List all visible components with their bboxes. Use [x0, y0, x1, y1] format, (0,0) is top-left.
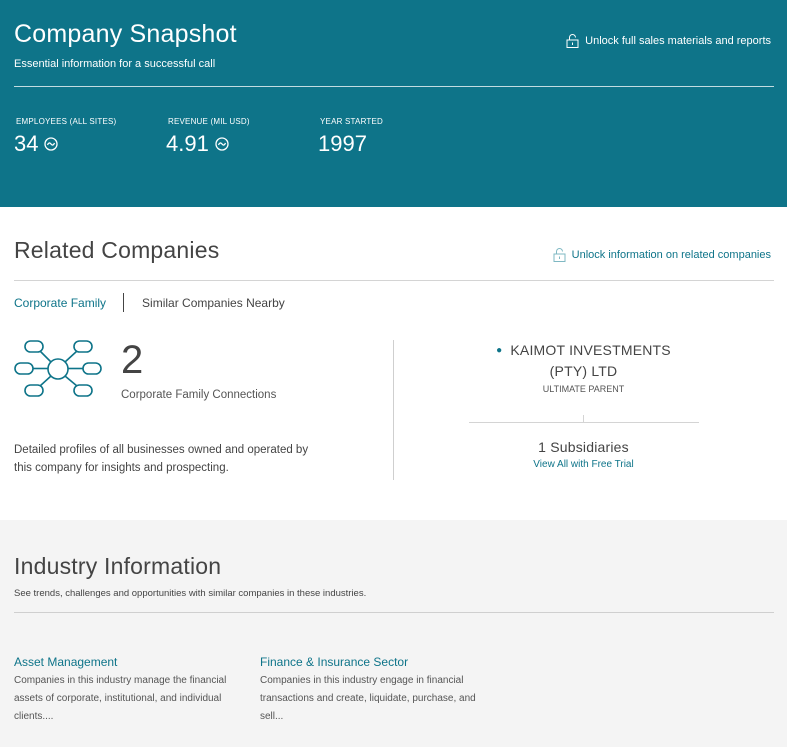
related-title: Related Companies: [14, 237, 220, 263]
stat-year-started: YEAR STARTED 1997: [318, 117, 470, 157]
tree-connector: [468, 402, 699, 424]
family-connection-label: Corporate Family Connections: [121, 389, 277, 401]
parent-company-name[interactable]: ● KAIMOT INVESTMENTS (PTY) LTD: [496, 342, 671, 380]
stat-label: EMPLOYEES (ALL SITES): [16, 117, 117, 126]
industry-information: Industry Information See trends, challen…: [0, 520, 787, 747]
stat-value: 34: [14, 131, 39, 156]
lock-icon: [566, 34, 579, 48]
industry-link-asset-management[interactable]: Asset Management: [14, 655, 118, 669]
family-tree: ● KAIMOT INVESTMENTS (PTY) LTD ULTIMATE P…: [394, 340, 773, 480]
snapshot-subtitle: Essential information for a successful c…: [14, 58, 216, 70]
related-tabs: Corporate Family Similar Companies Nearb…: [14, 293, 773, 312]
lock-icon: [553, 248, 566, 262]
family-connection-count: 2: [121, 338, 144, 382]
industry-description: Companies in this industry engage in fin…: [260, 675, 476, 722]
stat-value: 1997: [318, 131, 367, 156]
industry-divider: [14, 612, 774, 613]
industry-title: Industry Information: [14, 553, 222, 579]
family-description: Detailed profiles of all businesses owne…: [14, 444, 309, 474]
stat-label: YEAR STARTED: [320, 117, 384, 126]
stat-label: REVENUE (MIL USD): [168, 117, 250, 126]
industry-cards: Asset Management Companies in this indus…: [14, 655, 773, 726]
snapshot-stats: EMPLOYEES (ALL SITES) 34 REVENUE (MIL US…: [14, 117, 773, 157]
stat-value: 4.91: [166, 131, 209, 156]
parent-role: ULTIMATE PARENT: [542, 384, 625, 395]
related-companies: Related Companies Unlock information on …: [0, 207, 787, 520]
industry-link-finance-insurance[interactable]: Finance & Insurance Sector: [260, 655, 409, 669]
unlock-related-companies-link[interactable]: Unlock information on related companies: [553, 247, 771, 262]
bullet-icon: ●: [496, 345, 503, 357]
network-icon: [14, 340, 102, 397]
unlock-sales-materials-link[interactable]: Unlock full sales materials and reports: [566, 33, 771, 48]
snapshot-title: Company Snapshot: [14, 20, 237, 48]
stat-revenue: REVENUE (MIL USD) 4.91: [166, 117, 318, 157]
tab-similar-companies-nearby[interactable]: Similar Companies Nearby: [142, 295, 285, 310]
industry-description: Companies in this industry manage the fi…: [14, 675, 227, 722]
tab-separator: [123, 293, 125, 312]
family-summary: 2 Corporate Family Connections Detailed …: [14, 338, 394, 480]
unlock-related-label: Unlock information on related companies: [571, 248, 771, 261]
corporate-family-panel: 2 Corporate Family Connections Detailed …: [14, 338, 773, 480]
related-divider: [14, 280, 774, 281]
unlock-sales-label: Unlock full sales materials and reports: [585, 34, 771, 47]
view-all-free-trial-link[interactable]: View All with Free Trial: [533, 459, 634, 471]
trend-icon[interactable]: [44, 137, 59, 151]
company-snapshot: Company Snapshot Essential information f…: [0, 0, 787, 207]
stat-employees: EMPLOYEES (ALL SITES) 34: [14, 117, 166, 157]
snapshot-divider: [14, 86, 774, 87]
trend-icon[interactable]: [215, 137, 229, 151]
subsidiaries-count: 1 Subsidiaries: [538, 439, 629, 456]
tab-corporate-family[interactable]: Corporate Family: [14, 295, 107, 310]
industry-card: Finance & Insurance Sector Companies in …: [260, 655, 506, 726]
industry-subtitle: See trends, challenges and opportunities…: [14, 588, 367, 599]
industry-card: Asset Management Companies in this indus…: [14, 655, 260, 726]
